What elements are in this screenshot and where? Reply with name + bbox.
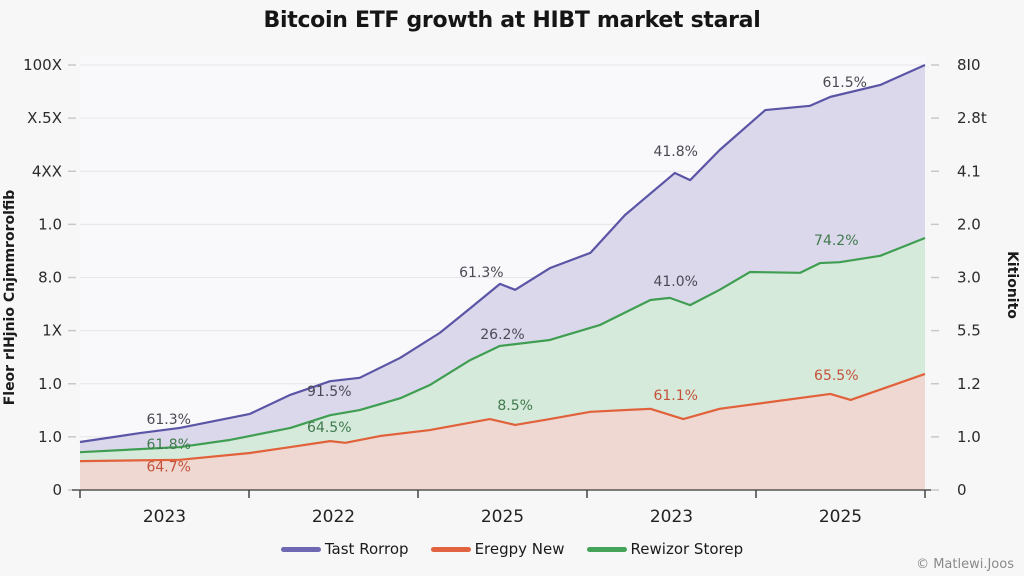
legend: Tast Rorrop Eregpy New Rewizor Storep — [0, 540, 1024, 558]
legend-item[interactable]: Tast Rorrop — [280, 540, 409, 558]
credit-text: © Matlewi.Joos — [916, 557, 1014, 572]
x-tick-label: 2025 — [819, 507, 862, 527]
series-line — [79, 372, 926, 463]
legend-label: Eregpy New — [474, 540, 565, 558]
data-label: 64.7% — [146, 459, 190, 475]
y-tick-label-right: 1.0 — [957, 428, 981, 446]
y-tick-label-right: 3.0 — [957, 269, 981, 287]
data-label: 41.0% — [653, 274, 697, 290]
data-label: 74.2% — [814, 233, 858, 249]
y-tick-label-right: 0 — [957, 481, 967, 499]
y-tick-label-right: 5.5 — [957, 322, 981, 340]
data-label: 91.5% — [307, 384, 351, 400]
legend-label: Tast Rorrop — [324, 540, 409, 558]
y-tick-label-right: 1.2 — [957, 375, 981, 393]
y-tick-label-right: 4.1 — [957, 162, 981, 180]
data-label: 64.5% — [307, 420, 351, 436]
y-tick-label-left: 1.0 — [38, 428, 62, 446]
legend-label: Rewizor Storep — [630, 540, 744, 558]
series-line — [79, 236, 926, 454]
data-label: 61.8% — [146, 437, 190, 453]
y-tick-label-left: 1.0 — [38, 375, 62, 393]
data-label: 41.8% — [653, 144, 697, 160]
legend-swatch — [430, 546, 471, 552]
data-label: 26.2% — [480, 327, 524, 343]
y-tick-label-left: 0 — [52, 481, 62, 499]
series-area — [80, 373, 925, 490]
y-tick-label-right: 2.0 — [957, 215, 981, 233]
data-label: 8.5% — [497, 398, 533, 414]
data-label: 61.5% — [822, 75, 866, 91]
data-labels: 61.3% 91.5% 61.3% 41.8% 61.5% 61.8% 64.5% 8.5% 2… — [146, 75, 866, 475]
y-tick-label-left: 1X — [42, 322, 62, 340]
x-tick-label: 2025 — [481, 507, 524, 527]
data-label: 61.1% — [653, 388, 697, 404]
y-tick-label-left: 4XX — [32, 162, 62, 180]
y-tick-label-left: X.5X — [27, 109, 62, 127]
data-label: 61.3% — [459, 265, 503, 281]
series-lines — [79, 63, 926, 463]
legend-swatch — [280, 546, 321, 552]
y-axis-title-right: Kitionito — [1004, 251, 1020, 319]
x-tick-label: 2023 — [650, 507, 693, 527]
legend-swatch — [586, 546, 627, 552]
y-tick-label-left: 8.0 — [38, 269, 62, 287]
series-line — [79, 63, 926, 444]
y-tick-label-left: 100X — [23, 56, 62, 74]
y-tick-label-right: 2.8t — [957, 109, 987, 127]
axes: 0 0 1.0 1.0 1.0 1.2 1X 5.5 8.0 3.0 1.0 2.0 4XX 4.1 X.5… — [2, 56, 1020, 527]
x-tick-label: 2023 — [143, 507, 186, 527]
y-tick-label-left: 1.0 — [38, 215, 62, 233]
y-tick-label-right: 8I0 — [957, 56, 981, 74]
legend-item[interactable]: Rewizor Storep — [586, 540, 744, 558]
x-tick-label: 2022 — [312, 507, 355, 527]
data-label: 61.3% — [146, 412, 190, 428]
y-axis-title-left: Fleor rIHjnio Cnjmmrorolfib — [2, 190, 18, 406]
legend-item[interactable]: Eregpy New — [430, 540, 565, 558]
chart-title: Bitcoin ETF growth at HIBT market staral — [263, 8, 761, 33]
series-areas — [80, 65, 925, 490]
data-label: 65.5% — [814, 368, 858, 384]
